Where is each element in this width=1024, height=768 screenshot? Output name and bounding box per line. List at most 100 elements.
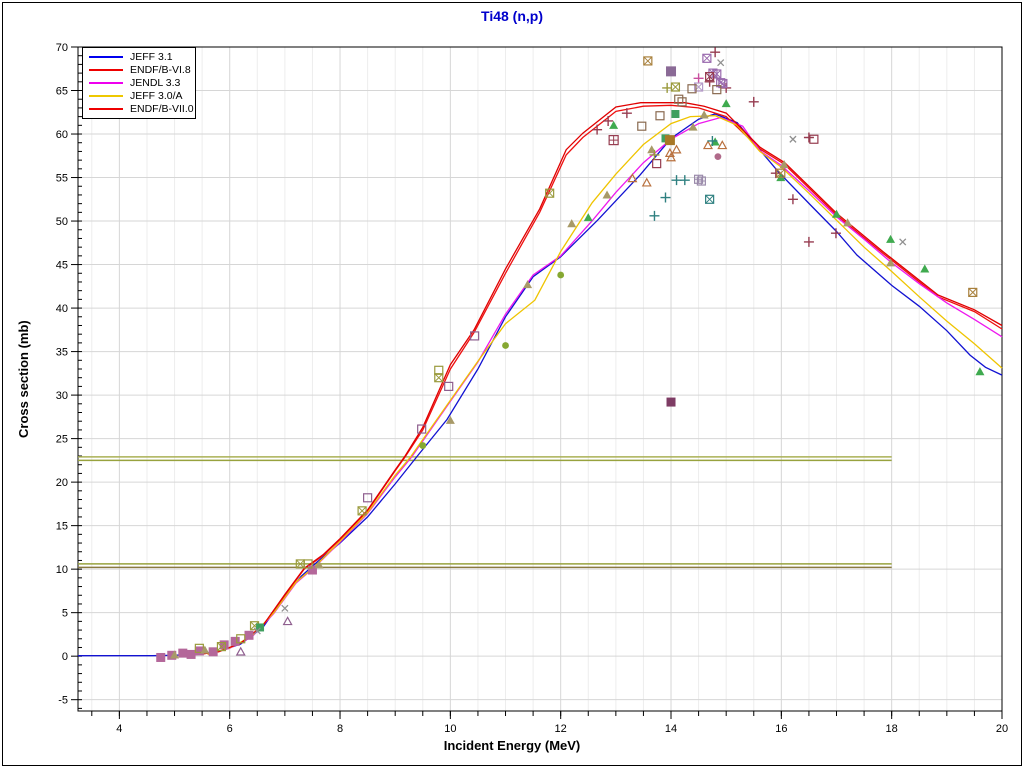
marker-open-square bbox=[637, 121, 647, 131]
marker-plus bbox=[704, 76, 715, 87]
marker-crossed-square bbox=[968, 287, 978, 298]
marker-plus bbox=[803, 236, 814, 247]
legend-line-sample bbox=[89, 82, 123, 84]
marker-filled-square bbox=[664, 135, 675, 146]
marker-filled-triangle bbox=[583, 213, 593, 222]
marker-plus bbox=[710, 47, 721, 58]
marker-crossed-square-x bbox=[671, 82, 680, 92]
marker-open-square bbox=[712, 85, 722, 95]
marker-filled-square bbox=[167, 650, 177, 660]
marker-x bbox=[717, 59, 725, 67]
marker-filled-circle bbox=[557, 271, 565, 279]
marker-crossed-square-x bbox=[702, 53, 712, 63]
marker-plus bbox=[693, 73, 704, 84]
marker-plus-square-plus bbox=[609, 135, 619, 145]
marker-open-square bbox=[652, 159, 662, 169]
marker-crossed-square bbox=[776, 168, 786, 178]
plot-border bbox=[77, 46, 1003, 712]
marker-plus bbox=[787, 194, 798, 205]
legend-entry: JENDL 3.3 bbox=[83, 77, 195, 89]
marker-filled-triangle bbox=[523, 280, 533, 289]
x-tick-label: 20 bbox=[996, 723, 1008, 735]
legend-entry: ENDF/B-VI.8 bbox=[83, 64, 195, 76]
y-tick-label: 5 bbox=[62, 608, 68, 620]
marker-crossed-square bbox=[216, 642, 227, 652]
marker-crossed-square-x bbox=[295, 559, 305, 569]
chart-title: Ti48 (n,p) bbox=[481, 8, 543, 24]
marker-filled-square bbox=[230, 636, 240, 646]
legend-label: JEFF 3.0/A bbox=[130, 90, 183, 102]
marker-filled-triangle bbox=[602, 190, 612, 199]
marker-open-triangle bbox=[717, 140, 728, 150]
x-tick-label: 16 bbox=[775, 723, 787, 735]
marker-crossed-square-x bbox=[705, 72, 714, 81]
marker-filled-square bbox=[307, 565, 317, 575]
marker-crossed-square-x bbox=[434, 373, 444, 383]
marker-open-square bbox=[444, 381, 454, 391]
marker-crossed-square-x bbox=[643, 56, 653, 66]
legend-entry: ENDF/B-VII.0 bbox=[83, 103, 195, 115]
marker-open-square bbox=[236, 634, 246, 644]
marker-filled-square bbox=[156, 652, 166, 662]
marker-filled-circle bbox=[502, 342, 509, 349]
legend-line-sample bbox=[89, 56, 123, 58]
marker-x bbox=[253, 627, 261, 635]
marker-open-square bbox=[655, 111, 665, 121]
marker-filled-square bbox=[244, 630, 254, 640]
marker-crossed-square-x bbox=[545, 188, 555, 198]
marker-plus-square-plus bbox=[697, 177, 706, 186]
marker-crossed-square bbox=[670, 82, 681, 92]
marker-filled-triangle bbox=[779, 159, 789, 169]
y-tick-label: 65 bbox=[56, 86, 68, 98]
marker-x bbox=[281, 604, 289, 612]
marker-plus bbox=[649, 149, 660, 160]
y-tick-label: 70 bbox=[56, 42, 68, 54]
y-tick-label: 20 bbox=[56, 477, 68, 489]
marker-crossed-square bbox=[545, 188, 555, 198]
x-tick-label: 10 bbox=[444, 723, 456, 735]
marker-filled-triangle bbox=[920, 264, 930, 273]
y-tick-label: 35 bbox=[56, 347, 68, 359]
marker-plus bbox=[830, 228, 841, 239]
marker-open-square bbox=[674, 94, 684, 104]
marker-crossed-square bbox=[718, 78, 728, 89]
marker-plus bbox=[770, 168, 781, 179]
marker-open-square bbox=[677, 97, 687, 107]
x-tick-label: 14 bbox=[665, 723, 677, 735]
marker-open-square bbox=[363, 493, 373, 503]
y-tick-label: 15 bbox=[56, 521, 68, 533]
marker-filled-square bbox=[178, 648, 188, 658]
marker-open-triangle bbox=[627, 173, 638, 183]
marker-crossed-square bbox=[705, 194, 715, 204]
marker-filled-triangle bbox=[886, 234, 896, 243]
marker-open-square bbox=[303, 559, 313, 569]
marker-open-triangle bbox=[235, 646, 246, 656]
x-tick-label: 12 bbox=[555, 723, 567, 735]
y-tick-label: 25 bbox=[56, 434, 68, 446]
marker-filled-triangle bbox=[886, 258, 896, 267]
legend-line-sample bbox=[89, 95, 123, 97]
marker-filled-triangle bbox=[688, 122, 698, 131]
y-tick-label: 40 bbox=[56, 303, 68, 315]
marker-crossed-square-x bbox=[217, 642, 226, 651]
legend-label: JEFF 3.1 bbox=[130, 51, 173, 63]
marker-plus bbox=[621, 108, 632, 119]
marker-open-square bbox=[417, 424, 427, 434]
marker-filled-triangle bbox=[445, 415, 455, 424]
marker-open-triangle bbox=[671, 144, 682, 154]
y-tick-label: 60 bbox=[56, 129, 68, 141]
marker-filled-triangle bbox=[170, 650, 180, 659]
marker-filled-triangle bbox=[314, 560, 324, 569]
marker-filled-triangle bbox=[843, 218, 853, 227]
y-tick-label: -5 bbox=[58, 695, 68, 707]
marker-filled-square bbox=[666, 397, 676, 407]
legend-line-sample bbox=[89, 108, 123, 110]
curve-jeff-3-1 bbox=[78, 113, 1003, 657]
legend-label: ENDF/B-VII.0 bbox=[130, 103, 194, 115]
marker-crossed-square bbox=[643, 56, 653, 66]
marker-filled-square bbox=[666, 66, 677, 77]
x-tick-label: 8 bbox=[337, 723, 343, 735]
